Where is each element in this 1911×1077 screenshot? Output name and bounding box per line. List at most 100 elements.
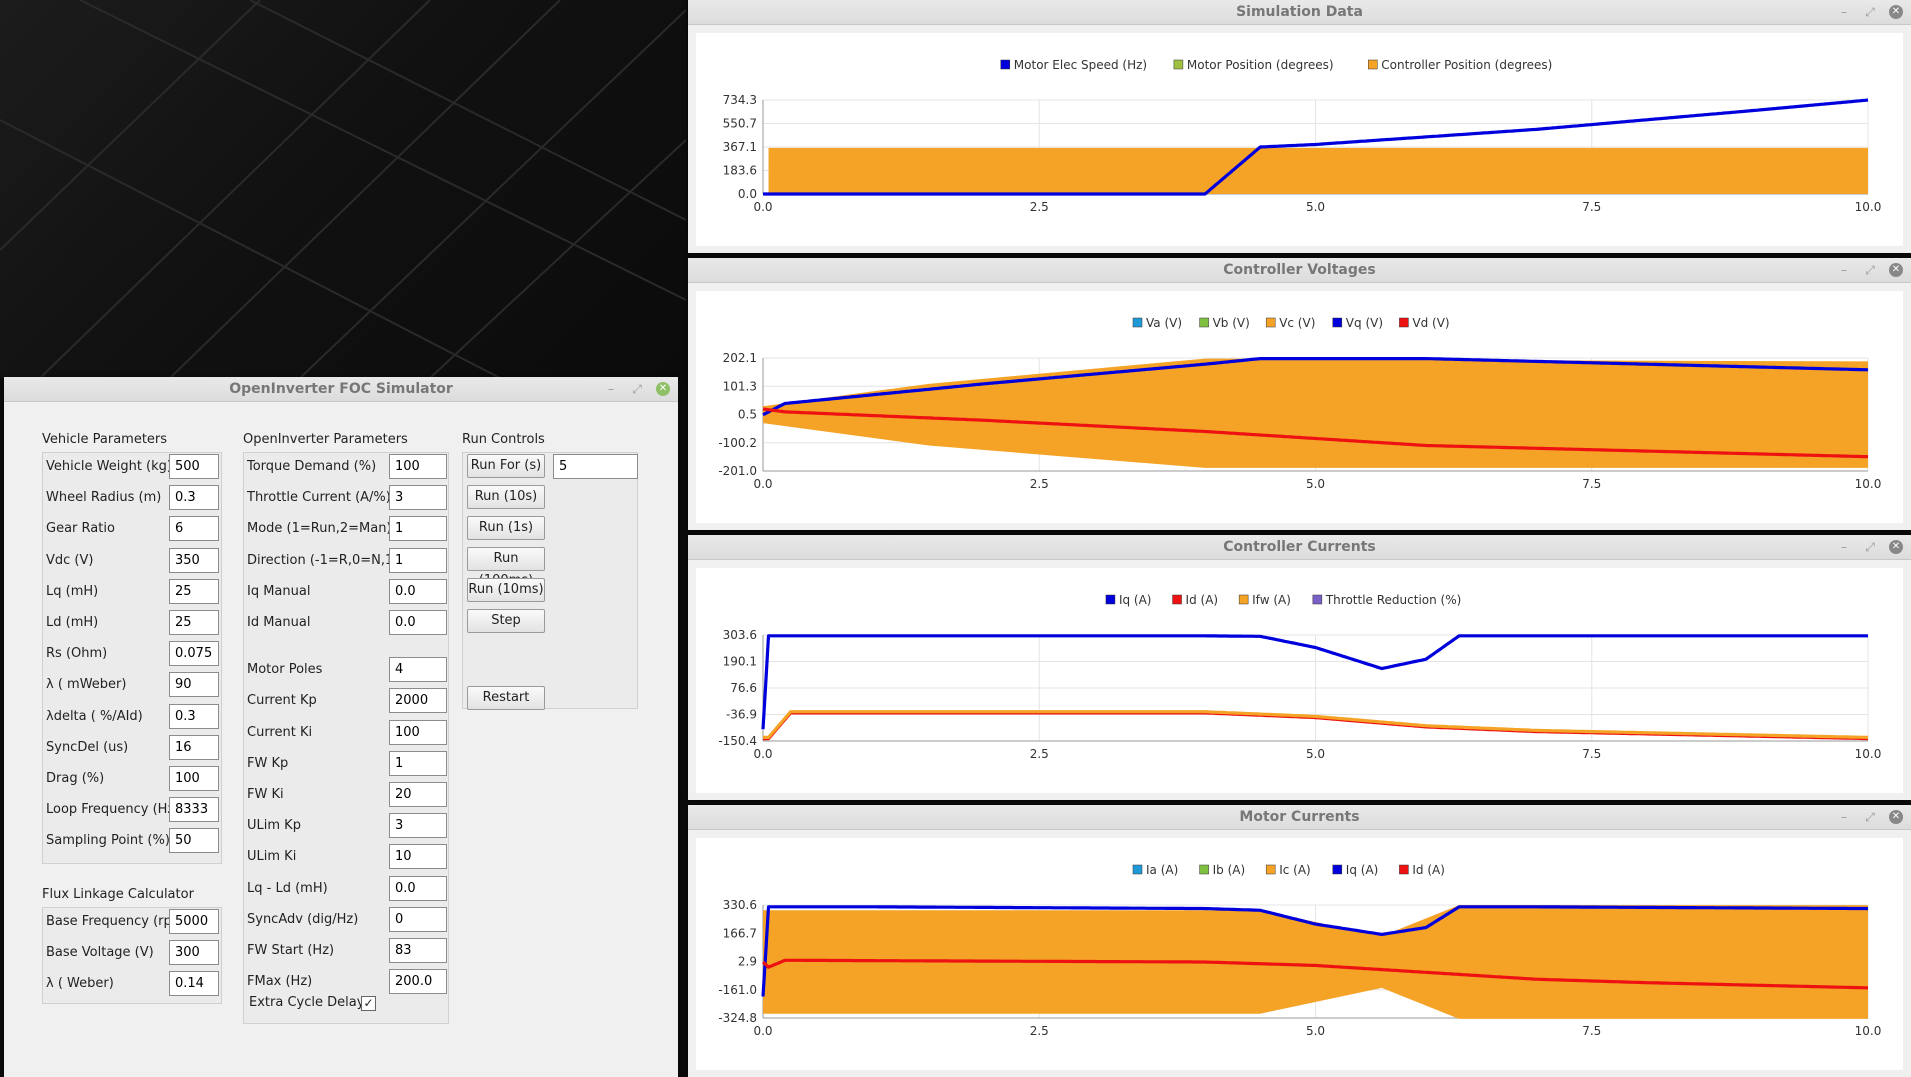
chart-plot-area[interactable]: Ia (A) Ib (A) Ic (A) Iq (A) Id (A) 330.6 166.7… [696, 838, 1903, 1070]
param-input[interactable] [389, 516, 447, 542]
legend-label: Controller Position (degrees) [1381, 58, 1552, 72]
close-icon[interactable]: ✕ [656, 382, 670, 396]
run-for-button[interactable]: Run For (s) [467, 454, 545, 478]
param-input[interactable] [389, 547, 447, 573]
minimize-icon[interactable]: – [1841, 540, 1847, 554]
minimize-icon[interactable]: – [1841, 810, 1847, 824]
band-series [768, 147, 1868, 194]
param-input[interactable] [389, 719, 447, 745]
chart-titlebar[interactable]: Motor Currents – ⤢ ✕ [688, 805, 1911, 830]
param-input[interactable] [169, 547, 219, 573]
maximize-icon[interactable]: ⤢ [1865, 810, 1875, 824]
extra-cycle-delay-checkbox[interactable]: ✓ [361, 996, 376, 1011]
flux-linkage-group: Flux Linkage Calculator Base Frequency (… [42, 887, 222, 1007]
run-100ms-button[interactable]: Run (100ms) [467, 547, 545, 588]
param-input[interactable] [389, 782, 447, 807]
x-tick-label: 10.0 [1855, 200, 1882, 214]
minimize-icon[interactable]: – [1841, 5, 1847, 19]
legend-swatch [1368, 59, 1378, 70]
param-input[interactable] [169, 828, 219, 854]
x-tick-label: 0.0 [753, 1024, 772, 1038]
param-input[interactable] [389, 610, 447, 635]
minimize-icon[interactable]: – [1841, 263, 1847, 277]
param-input[interactable] [389, 844, 447, 870]
param-input[interactable] [389, 938, 447, 963]
param-input[interactable] [389, 875, 447, 901]
y-tick-label: 0.5 [738, 408, 757, 422]
maximize-icon[interactable]: ⤢ [1865, 263, 1875, 277]
param-row: Vehicle Weight (kg) [42, 454, 219, 479]
param-label: Sampling Point (%) [46, 833, 170, 849]
chart-plot-area[interactable]: Motor Elec Speed (Hz) Motor Position (deg… [696, 33, 1903, 246]
run-10ms-button[interactable]: Run (10ms) [467, 578, 545, 602]
param-input[interactable] [389, 485, 447, 511]
param-input[interactable] [389, 906, 447, 932]
y-tick-label: 202.1 [723, 351, 757, 365]
param-row: λ ( Weber) [42, 971, 219, 997]
param-input[interactable] [169, 766, 219, 791]
param-input[interactable] [169, 485, 219, 511]
simulator-titlebar[interactable]: OpenInverter FOC Simulator – ⤢ ✕ [4, 377, 678, 402]
minimize-icon[interactable]: – [608, 382, 614, 396]
param-input[interactable] [389, 657, 447, 683]
run-for-seconds-input[interactable] [553, 454, 638, 479]
param-label: Lq - Ld (mH) [247, 880, 328, 896]
vehicle-parameters-group: Vehicle Parameters Vehicle Weight (kg) Wh… [42, 432, 222, 872]
param-input[interactable] [169, 703, 219, 729]
chart-svg: Iq (A) Id (A) Ifw (A) Throttle Reduction (%… [718, 593, 1881, 761]
param-input[interactable] [169, 940, 219, 966]
param-input[interactable] [169, 734, 219, 760]
run-10s-button[interactable]: Run (10s) [467, 485, 545, 509]
param-label: Vdc (V) [46, 552, 94, 568]
param-input[interactable] [169, 610, 219, 635]
param-input[interactable] [389, 688, 447, 714]
maximize-icon[interactable]: ⤢ [632, 382, 642, 396]
close-icon[interactable]: ✕ [1889, 540, 1903, 554]
param-label: FMax (Hz) [247, 974, 313, 990]
param-input[interactable] [169, 971, 219, 997]
legend-swatch [1399, 864, 1409, 875]
param-input[interactable] [169, 909, 219, 934]
param-input[interactable] [169, 641, 219, 667]
chart-titlebar[interactable]: Controller Voltages – ⤢ ✕ [688, 258, 1911, 283]
param-label: FW Kp [247, 755, 289, 771]
chart-legend: Ia (A) Ib (A) Ic (A) Iq (A) Id (A) [1132, 863, 1445, 877]
param-label: Gear Ratio [46, 521, 115, 537]
maximize-icon[interactable]: ⤢ [1865, 540, 1875, 554]
chart-svg: Motor Elec Speed (Hz) Motor Position (deg… [723, 58, 1882, 214]
param-label: Drag (%) [46, 771, 105, 786]
param-input[interactable] [169, 454, 219, 479]
legend-label: Motor Position (degrees) [1187, 58, 1334, 72]
param-input[interactable] [389, 454, 447, 479]
run-controls-group: Run Controls Run For (s) Run (10s) Run (… [462, 432, 642, 712]
param-row: Wheel Radius (m) [42, 485, 219, 511]
chart-titlebar[interactable]: Controller Currents – ⤢ ✕ [688, 535, 1911, 560]
param-input[interactable] [389, 969, 447, 995]
param-label: Wheel Radius (m) [46, 490, 162, 506]
param-input[interactable] [169, 578, 219, 604]
param-input[interactable] [389, 813, 447, 839]
param-input[interactable] [169, 516, 219, 542]
chart-titlebar[interactable]: Simulation Data – ⤢ ✕ [688, 0, 1911, 25]
chart-plot-area[interactable]: Iq (A) Id (A) Ifw (A) Throttle Reduction (%… [696, 568, 1903, 793]
param-input[interactable] [169, 797, 219, 823]
close-icon[interactable]: ✕ [1889, 5, 1903, 19]
chart-legend: Iq (A) Id (A) Ifw (A) Throttle Reduction (%… [1105, 593, 1461, 607]
legend-label: Iq (A) [1346, 863, 1379, 877]
param-input[interactable] [169, 672, 219, 698]
motor-currents-window: Motor Currents – ⤢ ✕ Ia (A) Ib (A) Ic (A) I… [688, 805, 1911, 1077]
close-icon[interactable]: ✕ [1889, 810, 1903, 824]
maximize-icon[interactable]: ⤢ [1865, 5, 1875, 19]
restart-button[interactable]: Restart [467, 686, 545, 710]
run-1s-button[interactable]: Run (1s) [467, 516, 545, 540]
param-label: Id Manual [247, 615, 311, 630]
param-input[interactable] [389, 578, 447, 604]
param-row: Throttle Current (A/%) [243, 485, 447, 511]
chart-plot-area[interactable]: Va (V) Vb (V) Vc (V) Vq (V) Vd (V) 202.1 101.3… [696, 291, 1903, 523]
step-button[interactable]: Step [467, 609, 545, 633]
param-row: FW Ki [243, 782, 447, 807]
param-label: Rs (Ohm) [46, 646, 108, 662]
close-icon[interactable]: ✕ [1889, 263, 1903, 277]
param-row: FW Kp [243, 750, 447, 776]
param-input[interactable] [389, 750, 447, 776]
